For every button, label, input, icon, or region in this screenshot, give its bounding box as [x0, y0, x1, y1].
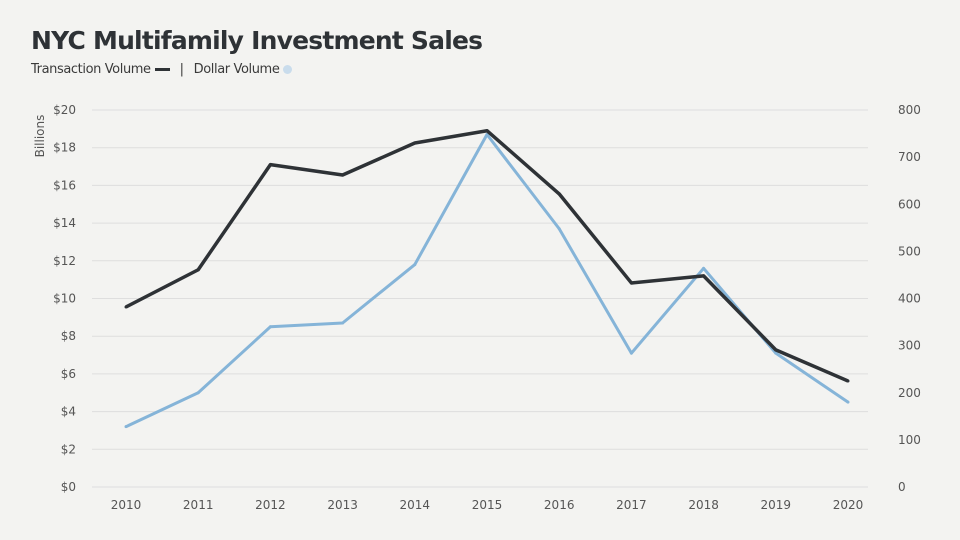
series-line-transaction-volume [125, 128, 849, 383]
y-right-tick-label: 700 [898, 150, 921, 164]
data-point [341, 321, 345, 325]
y-left-tick-label: $14 [53, 216, 76, 230]
y-left-tick-label: $8 [61, 329, 76, 343]
legend-dollar-label: Dollar Volume [193, 62, 280, 77]
data-point [629, 351, 633, 355]
y-left-tick-label: $2 [61, 442, 76, 456]
x-tick-label: 2019 [761, 498, 792, 512]
legend-separator: | [179, 62, 184, 77]
y-left-tick-label: $16 [53, 178, 76, 192]
y-right-tick-label: 600 [898, 197, 921, 211]
data-point [268, 163, 272, 167]
data-point [124, 305, 128, 309]
x-tick-label: 2015 [472, 498, 503, 512]
legend-transaction-label: Transaction Volume [31, 62, 151, 77]
legend: Transaction Volume | Dollar Volume [31, 62, 293, 77]
data-point [702, 274, 706, 278]
y-right-tick-label: 100 [898, 433, 921, 447]
x-tick-label: 2014 [400, 498, 431, 512]
y-right-tick-label: 200 [898, 386, 921, 400]
data-point [124, 425, 128, 429]
data-point [774, 348, 778, 352]
x-tick-label: 2020 [833, 498, 864, 512]
legend-dollar-swatch [283, 65, 293, 74]
x-tick-label: 2013 [327, 498, 358, 512]
series-line-dollar-volume [125, 133, 849, 429]
y-right-tick-label: 500 [898, 244, 921, 258]
data-point [268, 325, 272, 329]
data-point [413, 141, 417, 145]
data-point [846, 379, 850, 383]
data-point [196, 268, 200, 272]
y-left-tick-label: $6 [61, 367, 76, 381]
y-right-tick-label: 0 [898, 480, 906, 494]
x-tick-label: 2016 [544, 498, 575, 512]
data-point [557, 227, 561, 231]
data-point [557, 192, 561, 196]
x-tick-label: 2017 [616, 498, 647, 512]
data-point [702, 266, 706, 270]
data-point [413, 263, 417, 267]
data-point [341, 173, 345, 177]
data-point [629, 281, 633, 285]
y-left-tick-label: $18 [53, 141, 76, 155]
data-point [485, 133, 489, 137]
chart-title: NYC Multifamily Investment Sales [31, 26, 483, 55]
x-tick-label: 2010 [111, 498, 142, 512]
y-left-tick-label: $20 [53, 103, 76, 117]
y-right-tick-label: 300 [898, 339, 921, 353]
y-axis-label: Billions [33, 115, 47, 158]
y-left-tick-label: $0 [61, 480, 76, 494]
y-left-tick-label: $12 [53, 254, 76, 268]
x-tick-label: 2018 [688, 498, 719, 512]
y-left-tick-label: $4 [61, 405, 76, 419]
x-tick-label: 2012 [255, 498, 286, 512]
y-right-tick-label: 800 [898, 103, 921, 117]
data-point [485, 129, 489, 133]
y-left-tick-label: $10 [53, 292, 76, 306]
y-right-tick-label: 400 [898, 292, 921, 306]
data-point [774, 351, 778, 355]
legend-transaction-swatch [154, 68, 170, 71]
data-point [846, 400, 850, 404]
x-tick-label: 2011 [183, 498, 214, 512]
data-point [196, 391, 200, 395]
